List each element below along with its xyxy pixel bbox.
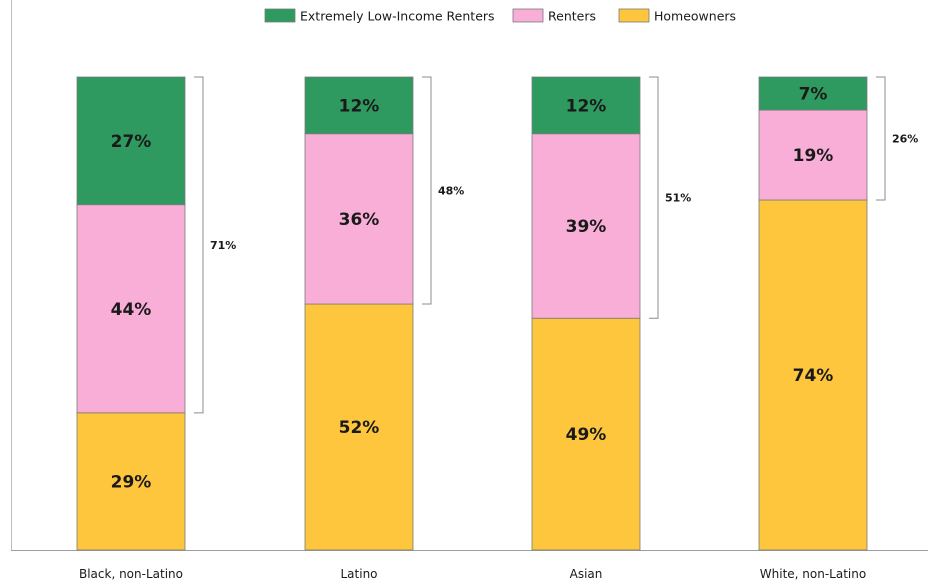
legend-swatch-extremely-low-income-renters (264, 8, 296, 23)
bar-renters-asian (531, 133, 641, 319)
bar-renters-latino (304, 133, 414, 305)
brackets: 71% 48% 51% 26% (194, 76, 918, 414)
data-label-homeowners-white-non-latino: 74% (793, 366, 834, 386)
bar-homeowners-asian (531, 317, 641, 551)
legend-swatch-homeowners (618, 8, 650, 23)
bracket-asian (649, 76, 659, 319)
bar-extremely-low-income-renters-latino (304, 76, 414, 135)
bracket-white-non-latino (876, 76, 886, 201)
legend: Extremely Low-Income Renters Renters Homeo… (264, 8, 736, 24)
legend-swatch-renters (512, 8, 544, 23)
bracket-black-non-latino (194, 76, 204, 414)
bar-homeowners-black-non-latino (76, 412, 186, 551)
category-label-black-non-latino: Black, non-Latino (79, 567, 183, 581)
category-label-asian: Asian (570, 567, 603, 581)
bars: 29% 44% 27% 52% 36% 12% 49% 39% 12% 74% 19% 7% (76, 76, 868, 551)
bracket-label-black-non-latino: 71% (210, 239, 236, 252)
data-label-extremely-low-income-renters-black-non-latino: 27% (111, 132, 152, 152)
bar-extremely-low-income-renters-asian (531, 76, 641, 135)
bar-renters-white-non-latino (758, 109, 868, 201)
bracket-label-asian: 51% (665, 192, 691, 205)
bracket-label-latino: 48% (438, 185, 464, 198)
bar-homeowners-latino (304, 303, 414, 551)
data-label-extremely-low-income-renters-white-non-latino: 7% (799, 85, 828, 105)
bar-extremely-low-income-renters-white-non-latino (758, 76, 868, 111)
data-label-homeowners-asian: 49% (566, 425, 607, 445)
legend-label-extremely-low-income-renters: Extremely Low-Income Renters (300, 9, 495, 24)
data-label-extremely-low-income-renters-latino: 12% (339, 96, 380, 116)
data-label-renters-white-non-latino: 19% (793, 146, 834, 166)
bar-renters-black-non-latino (76, 204, 186, 414)
legend-label-homeowners: Homeowners (654, 9, 736, 24)
bracket-label-white-non-latino: 26% (892, 132, 918, 145)
data-label-extremely-low-income-renters-asian: 12% (566, 96, 607, 116)
data-label-renters-asian: 39% (566, 217, 607, 237)
data-label-homeowners-latino: 52% (339, 418, 380, 438)
bracket-latino (422, 76, 432, 305)
category-label-latino: Latino (340, 567, 377, 581)
data-label-renters-latino: 36% (339, 210, 380, 230)
data-label-homeowners-black-non-latino: 29% (111, 472, 152, 492)
data-label-renters-black-non-latino: 44% (111, 300, 152, 320)
bar-extremely-low-income-renters-black-non-latino (76, 76, 186, 206)
category-labels: Black, non-Latino Latino Asian White, non-L… (79, 567, 866, 581)
category-label-white-non-latino: White, non-Latino (760, 567, 866, 581)
legend-label-renters: Renters (548, 9, 596, 24)
